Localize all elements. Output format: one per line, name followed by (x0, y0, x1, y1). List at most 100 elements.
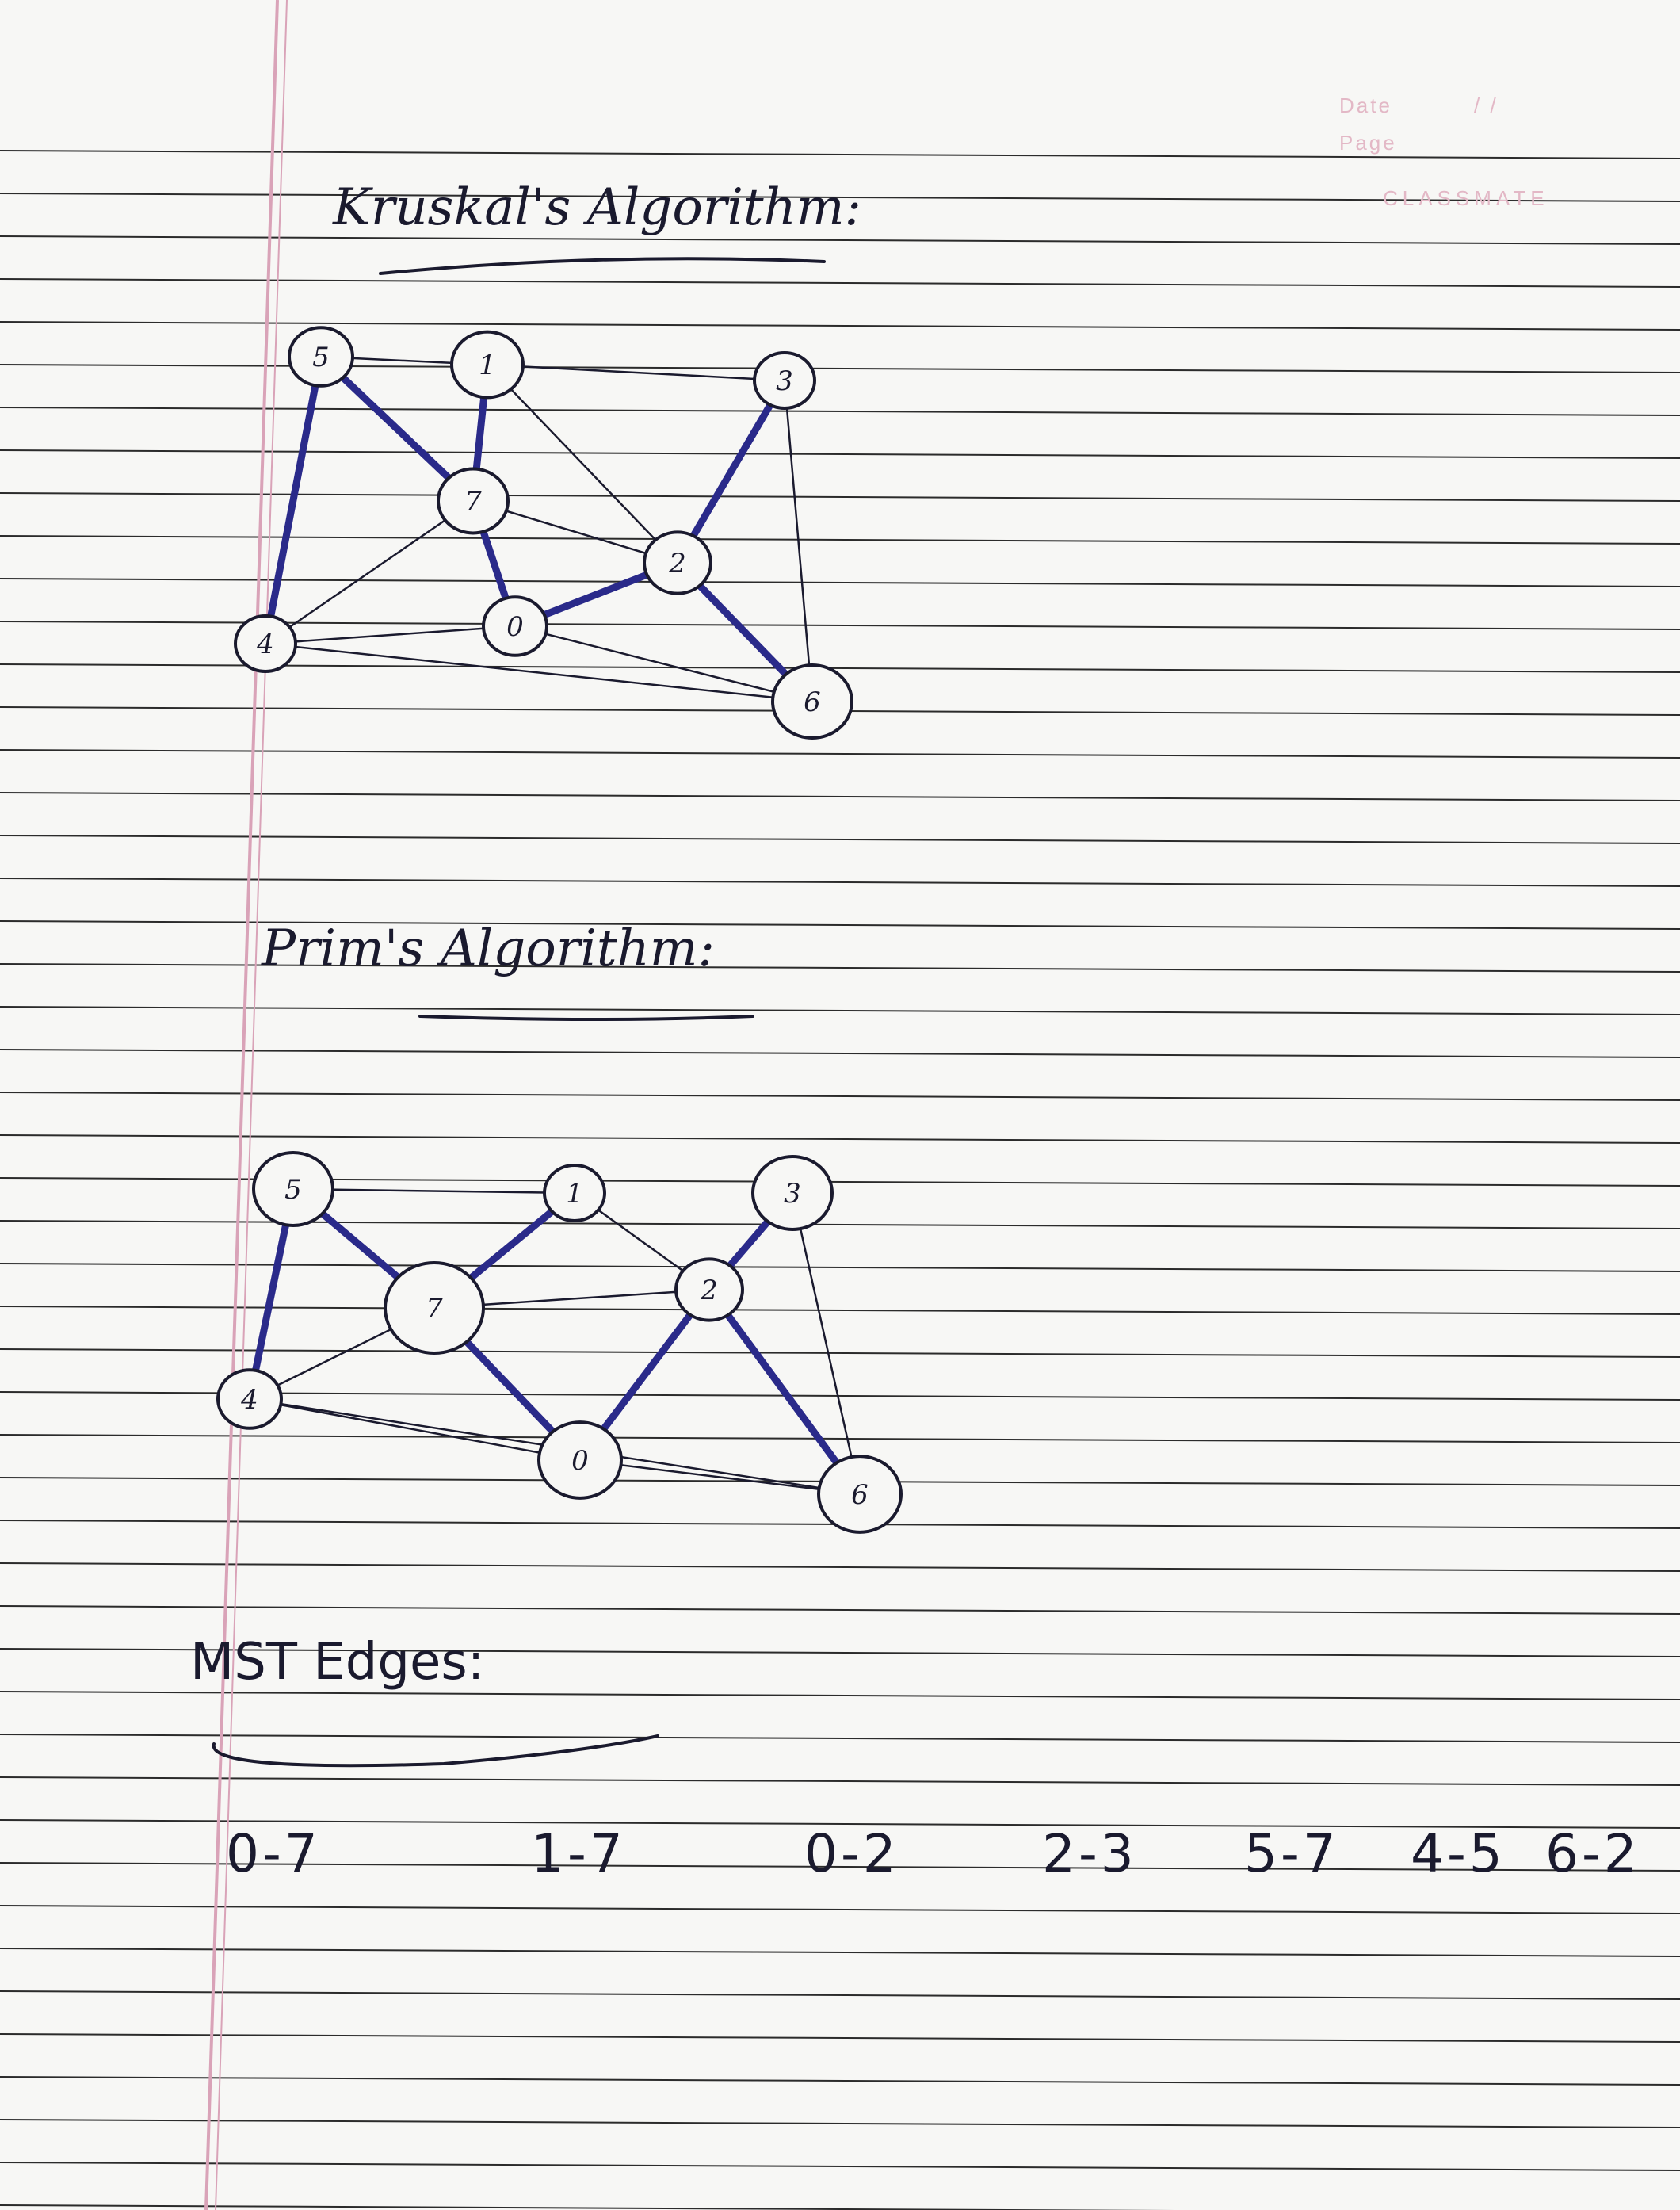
ruled-line (0, 749, 1680, 759)
ruled-line (0, 2162, 1680, 2171)
prim-node-7 (384, 1260, 485, 1355)
ruled-line (0, 1648, 1680, 1658)
prim-node-label: 7 (426, 1293, 443, 1325)
kruskal-node-label: 5 (312, 342, 330, 373)
kruskal-node-label: 3 (776, 365, 793, 397)
ruled-line (0, 1862, 1680, 1872)
ruled-line (0, 1006, 1680, 1015)
ruled-line (0, 407, 1680, 416)
prim-underline (418, 1015, 754, 1021)
prim-node-label: 2 (700, 1275, 718, 1306)
prim-nodes: 0 1 2 3 4 5 6 7 (216, 1151, 903, 1534)
kruskal-edge-5-4 (262, 353, 325, 648)
margin-lines (204, 0, 288, 2210)
kruskal-node-1 (450, 330, 525, 400)
kruskal-node-label: 1 (479, 350, 496, 381)
prim-node-4 (216, 1368, 283, 1430)
kruskal-nodes: 0 1 2 3 4 5 6 7 (234, 326, 853, 740)
mst-underline (212, 1734, 659, 1768)
prim-node-label: 4 (240, 1384, 258, 1416)
kruskal-node-6 (771, 663, 853, 740)
mst-edge-item: 0-2 (804, 1823, 899, 1884)
prim-node-5 (252, 1151, 334, 1227)
kruskal-edge-2-3 (674, 377, 788, 567)
prim-node-0 (537, 1420, 623, 1500)
kruskal-node-label: 7 (464, 486, 482, 518)
prim-node-label: 1 (566, 1178, 583, 1210)
kruskal-node-4 (234, 614, 297, 673)
prim-edge-4-0 (248, 1398, 582, 1462)
ruled-line (0, 835, 1680, 844)
ruled-line (0, 278, 1680, 288)
prim-title: Prim's Algorithm: (262, 920, 716, 978)
kruskal-edge-1-3 (486, 363, 786, 382)
prim-node-label: 0 (571, 1445, 589, 1477)
prim-node-2 (674, 1257, 744, 1322)
date-value: / / (1474, 94, 1499, 117)
kruskal-edge-3-6 (783, 379, 814, 703)
page-label: Page (1339, 131, 1397, 155)
ruled-line (0, 449, 1680, 459)
ruled-line (0, 1605, 1680, 1615)
ruled-line (0, 792, 1680, 801)
ruled-line (0, 2033, 1680, 2043)
prim-edge-3-6 (791, 1191, 861, 1496)
ruled-line (0, 235, 1680, 245)
ruled-line (0, 2119, 1680, 2128)
ruled-line (0, 1220, 1680, 1229)
ruled-line (0, 1948, 1680, 1957)
ruled-line (0, 150, 1680, 159)
kruskal-edge-4-0 (264, 625, 517, 645)
ruled-line (0, 2204, 1177, 2210)
prim-node-label: 3 (784, 1178, 801, 1210)
ruled-line (0, 492, 1680, 502)
ruled-line (0, 1734, 1680, 1743)
kruskal-node-3 (753, 351, 816, 410)
ruled-line (0, 321, 1680, 331)
mst-edge-item: 0-7 (226, 1823, 321, 1884)
mst-edge-item: 6-2 (1545, 1823, 1640, 1884)
ruled-line (0, 1263, 1680, 1272)
ruled-line (0, 2076, 1680, 2086)
kruskal-node-5 (288, 326, 354, 388)
brand-name: CLASSMATE (1383, 186, 1549, 210)
kruskal-node-label: 6 (804, 686, 821, 718)
kruskal-edge-0-6 (514, 625, 814, 703)
ruled-line (0, 1434, 1680, 1443)
kruskal-title: Kruskal's Algorithm: (333, 178, 862, 237)
kruskal-node-label: 2 (668, 548, 686, 579)
prim-node-label: 6 (851, 1479, 869, 1511)
ruled-line (0, 1562, 1680, 1572)
mst-edge-item: 5-7 (1244, 1823, 1339, 1884)
prim-edge-0-6 (578, 1459, 861, 1496)
prim-node-label: 5 (284, 1174, 302, 1206)
ruled-line (0, 1348, 1680, 1358)
ruled-line (0, 364, 1680, 373)
ruled-line (0, 1691, 1680, 1700)
kruskal-edge-1-2 (486, 363, 679, 564)
date-label: Date (1339, 94, 1392, 117)
ruled-line (0, 1819, 1680, 1829)
prim-node-3 (751, 1155, 834, 1231)
underlines (212, 257, 826, 1768)
mst-edge-item: 1-7 (531, 1823, 626, 1884)
ruled-line (0, 1177, 1680, 1187)
kruskal-node-0 (482, 595, 548, 657)
prim-edge-2-6 (705, 1286, 864, 1498)
kruskal-edge-4-6 (264, 642, 814, 703)
ruled-line (0, 1776, 1680, 1786)
ruled-lines (0, 150, 1680, 2210)
kruskal-node-label: 4 (256, 629, 274, 660)
ruled-line (0, 963, 1680, 973)
kruskal-node-label: 0 (506, 611, 524, 643)
prim-node-6 (817, 1455, 903, 1534)
ruled-line (0, 535, 1680, 545)
ruled-line (0, 1306, 1680, 1315)
ruled-line (0, 1990, 1680, 2000)
prim-edge-5-1 (292, 1187, 576, 1195)
kruskal-edge-7-4 (264, 499, 475, 645)
kruskal-underline (379, 257, 826, 275)
ruled-line (0, 1134, 1680, 1144)
